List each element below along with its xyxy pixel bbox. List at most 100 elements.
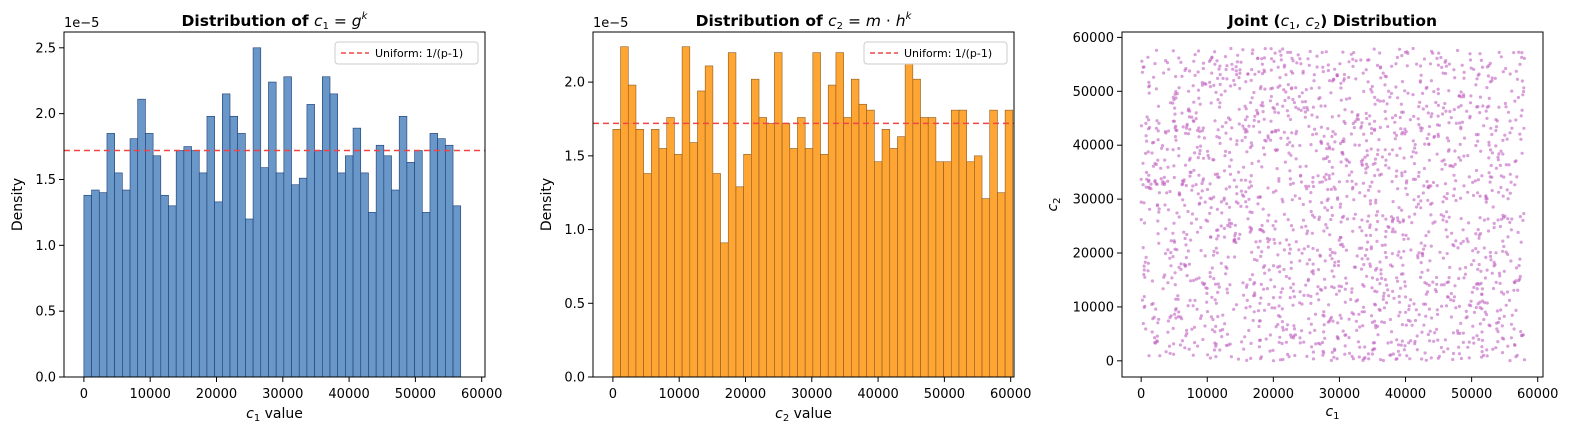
scatter-point xyxy=(1271,359,1276,363)
scatter-point xyxy=(1384,75,1388,79)
scatter-point xyxy=(1425,290,1430,294)
scatter-point xyxy=(1243,335,1247,339)
scatter-point xyxy=(1373,174,1377,178)
histogram-bar xyxy=(306,104,315,378)
scatter-point xyxy=(1449,298,1453,302)
histogram-bar xyxy=(981,198,991,378)
scatter-point xyxy=(1221,313,1225,317)
scatter-point xyxy=(1190,327,1194,331)
scatter-point xyxy=(1338,141,1343,146)
scatter-point xyxy=(1157,191,1161,195)
scatter-point xyxy=(1445,210,1449,214)
scatter-point xyxy=(1292,295,1297,299)
scatter-point xyxy=(1274,130,1278,134)
scatter-point xyxy=(1461,331,1465,335)
scatter-point xyxy=(1174,138,1178,142)
scatter-point xyxy=(1211,253,1216,257)
scatter-point xyxy=(1205,149,1210,153)
scatter-point xyxy=(1506,252,1510,256)
scatter-point xyxy=(1142,201,1146,205)
scatter-point xyxy=(1459,241,1463,246)
scatter-point xyxy=(1336,337,1340,341)
scatter-point xyxy=(1476,191,1480,195)
scatter-point xyxy=(1499,149,1503,153)
scatter-point xyxy=(1188,174,1192,178)
scatter-point xyxy=(1214,246,1218,250)
scatter-point xyxy=(1147,173,1151,177)
scatter-point xyxy=(1444,71,1448,76)
scatter-point xyxy=(1350,290,1354,294)
scatter-point xyxy=(1372,47,1376,51)
scatter-point xyxy=(1157,210,1161,214)
scatter-point xyxy=(1197,276,1201,280)
scatter-point xyxy=(1218,141,1222,145)
scatter-point xyxy=(1192,100,1196,104)
scatter-point xyxy=(1240,139,1244,143)
scatter-point xyxy=(1378,125,1382,130)
scatter-point xyxy=(1274,189,1278,193)
histogram-bar xyxy=(452,205,462,378)
scatter-point xyxy=(1436,114,1440,118)
scatter-point xyxy=(1488,180,1492,184)
scatter-point xyxy=(1478,300,1482,304)
scatter-point xyxy=(1155,119,1159,123)
scatter-point xyxy=(1395,338,1399,342)
scatter-point xyxy=(1145,139,1149,143)
scatter-point xyxy=(1429,202,1433,206)
scatter-point xyxy=(1225,202,1229,206)
scatter-point xyxy=(1253,72,1257,76)
scatter-point xyxy=(1271,296,1276,300)
scatter-point xyxy=(1188,298,1192,302)
scatter-point xyxy=(1345,281,1349,285)
scatter-point xyxy=(1412,302,1416,306)
scatter-point xyxy=(1174,307,1178,311)
scatter-point xyxy=(1332,264,1336,268)
scatter-point xyxy=(1402,156,1406,160)
scatter-point xyxy=(1286,352,1290,356)
scatter-point xyxy=(1361,158,1365,162)
scatter-point xyxy=(1315,292,1319,296)
scatter-point xyxy=(1356,113,1360,117)
scatter-point xyxy=(1329,91,1333,95)
scatter-point xyxy=(1224,187,1228,191)
scatter-point xyxy=(1480,174,1484,178)
scatter-point xyxy=(1267,213,1271,217)
histogram-bar xyxy=(766,123,775,378)
scatter-point xyxy=(1459,196,1463,200)
scatter-point xyxy=(1270,306,1274,310)
scatter-point xyxy=(1328,317,1332,321)
scatter-point xyxy=(1440,65,1444,69)
scatter-point xyxy=(1249,174,1253,178)
scatter-point xyxy=(1207,156,1211,160)
scatter-point xyxy=(1205,300,1209,304)
scatter-point xyxy=(1347,317,1351,321)
scatter-point xyxy=(1311,184,1316,189)
scatter-point xyxy=(1315,115,1319,119)
scatter-point xyxy=(1199,225,1203,230)
scatter-point xyxy=(1366,58,1370,62)
scatter-point xyxy=(1330,350,1334,354)
scatter-point xyxy=(1328,253,1332,257)
scatter-point xyxy=(1302,106,1306,110)
scatter-point xyxy=(1298,341,1302,345)
x-tick-label: 20000 xyxy=(196,387,237,402)
scatter-point xyxy=(1147,354,1151,358)
scatter-point xyxy=(1143,275,1147,279)
scatter-point xyxy=(1218,348,1222,352)
scatter-point xyxy=(1484,200,1488,204)
scatter-point xyxy=(1441,106,1446,110)
scatter-point xyxy=(1210,295,1214,299)
scatter-point xyxy=(1465,109,1469,113)
scatter-point xyxy=(1327,159,1331,164)
scatter-point xyxy=(1518,62,1522,66)
scatter-point xyxy=(1328,79,1332,83)
scatter-point xyxy=(1353,143,1357,147)
histogram-bar xyxy=(429,133,438,378)
scatter-point xyxy=(1415,348,1419,352)
scatter-point xyxy=(1286,218,1290,222)
histogram-bar xyxy=(666,117,675,378)
scatter-point xyxy=(1294,105,1298,109)
scatter-point xyxy=(1384,163,1388,167)
scatter-point xyxy=(1317,217,1321,222)
scatter-point xyxy=(1447,215,1451,219)
